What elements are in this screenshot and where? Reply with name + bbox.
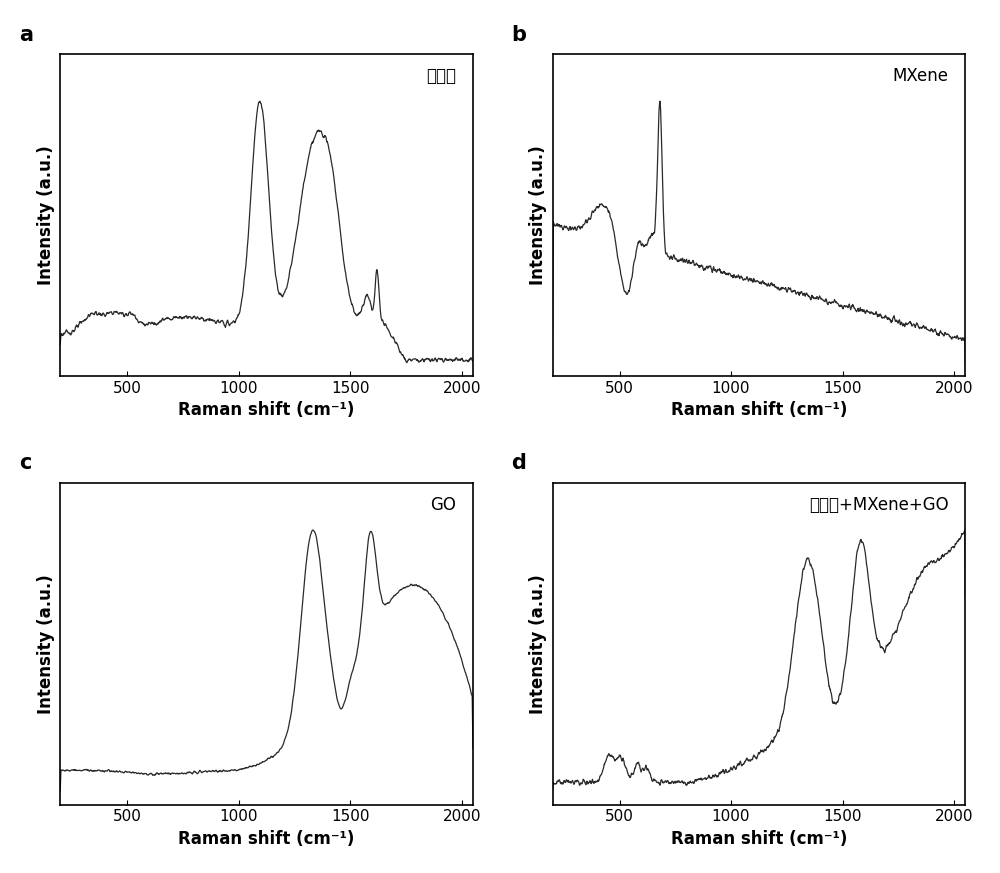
X-axis label: Raman shift (cm⁻¹): Raman shift (cm⁻¹) bbox=[178, 830, 355, 848]
Y-axis label: Intensity (a.u.): Intensity (a.u.) bbox=[529, 145, 547, 285]
Y-axis label: Intensity (a.u.): Intensity (a.u.) bbox=[37, 145, 55, 285]
X-axis label: Raman shift (cm⁻¹): Raman shift (cm⁻¹) bbox=[178, 401, 355, 419]
Text: c: c bbox=[19, 453, 31, 473]
Y-axis label: Intensity (a.u.): Intensity (a.u.) bbox=[529, 574, 547, 714]
X-axis label: Raman shift (cm⁻¹): Raman shift (cm⁻¹) bbox=[671, 830, 847, 848]
Text: a: a bbox=[19, 24, 33, 45]
Text: b: b bbox=[511, 24, 526, 45]
Text: GO: GO bbox=[431, 496, 456, 514]
Y-axis label: Intensity (a.u.): Intensity (a.u.) bbox=[37, 574, 55, 714]
Text: 生物质: 生物质 bbox=[426, 67, 456, 85]
Text: d: d bbox=[511, 453, 526, 473]
Text: 生物质+MXene+GO: 生物质+MXene+GO bbox=[809, 496, 949, 514]
Text: MXene: MXene bbox=[893, 67, 949, 85]
X-axis label: Raman shift (cm⁻¹): Raman shift (cm⁻¹) bbox=[671, 401, 847, 419]
